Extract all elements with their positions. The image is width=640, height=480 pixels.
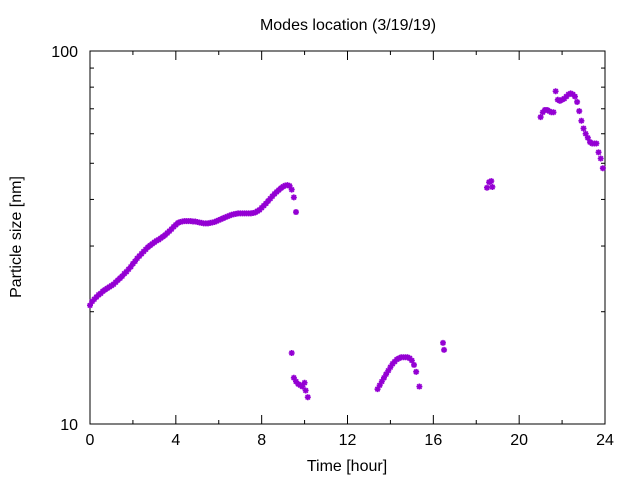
data-point — [89, 298, 96, 305]
x-tick-label: 20 — [510, 432, 528, 449]
data-point — [550, 109, 557, 116]
data-point — [136, 253, 143, 260]
data-point — [383, 371, 390, 378]
axis-ticks — [89, 50, 606, 425]
data-point — [374, 386, 381, 393]
data-point — [288, 350, 295, 357]
data-point — [290, 194, 297, 201]
data-point — [286, 182, 293, 189]
data-point — [211, 218, 218, 225]
x-tick-label: 24 — [596, 432, 614, 449]
data-point — [574, 98, 581, 105]
data-point — [129, 260, 136, 267]
data-point — [385, 367, 392, 374]
x-tick-label: 0 — [86, 432, 95, 449]
y-tick-labels: 10 100 — [51, 44, 78, 434]
data-point — [408, 357, 415, 364]
data-point — [215, 217, 222, 224]
data-point — [584, 134, 591, 141]
data-point — [302, 387, 309, 394]
data-point — [220, 215, 227, 222]
y-tick-label: 10 — [60, 417, 78, 434]
data-point — [488, 178, 495, 185]
data-points — [87, 88, 606, 401]
data-point — [168, 226, 175, 233]
data-point — [224, 213, 231, 220]
data-point — [134, 255, 141, 262]
data-point — [552, 88, 559, 95]
data-point — [578, 117, 585, 124]
data-point — [376, 382, 383, 389]
data-point — [226, 212, 233, 219]
data-point — [290, 374, 297, 381]
data-point — [378, 378, 385, 385]
data-point — [489, 183, 496, 190]
data-point — [483, 184, 490, 191]
data-point — [269, 193, 276, 200]
y-tick-label: 100 — [51, 44, 78, 61]
data-point — [267, 195, 274, 202]
data-point — [441, 346, 448, 353]
data-point — [599, 165, 606, 172]
data-point — [571, 93, 578, 100]
data-point — [265, 198, 272, 205]
data-point — [299, 383, 306, 390]
data-point — [387, 364, 394, 371]
data-point — [217, 216, 224, 223]
data-point — [411, 361, 418, 368]
data-point — [380, 374, 387, 381]
x-tick-label: 8 — [257, 432, 266, 449]
data-point — [413, 368, 420, 375]
data-point — [597, 155, 604, 162]
data-point — [301, 379, 308, 386]
data-point — [288, 186, 295, 193]
data-point — [125, 266, 132, 273]
data-point — [213, 218, 220, 225]
data-point — [293, 378, 299, 385]
data-point — [123, 268, 130, 275]
data-point — [416, 383, 423, 390]
data-point — [582, 130, 589, 137]
data-point — [580, 125, 587, 132]
data-point — [132, 258, 139, 265]
data-point — [262, 200, 269, 207]
data-point — [127, 263, 134, 270]
chart-title: Modes location (3/19/19) — [260, 17, 436, 34]
x-tick-label: 16 — [424, 432, 442, 449]
data-point — [222, 214, 229, 221]
data-point — [595, 149, 602, 156]
data-point — [174, 219, 181, 226]
data-point — [593, 140, 600, 147]
plot-area-border — [89, 50, 606, 425]
data-point — [304, 394, 311, 401]
data-point — [293, 209, 299, 216]
data-point — [87, 302, 93, 309]
y-axis-label: Particle size [nm] — [8, 176, 25, 298]
data-point — [576, 108, 583, 115]
x-axis-label: Time [hour] — [307, 458, 387, 475]
x-tick-label: 4 — [171, 432, 180, 449]
data-point — [539, 109, 546, 116]
x-tick-labels: 0 4 8 12 16 20 24 — [86, 432, 614, 449]
data-point — [119, 273, 126, 280]
x-tick-label: 12 — [339, 432, 357, 449]
data-point — [537, 114, 544, 121]
data-point — [439, 339, 446, 346]
